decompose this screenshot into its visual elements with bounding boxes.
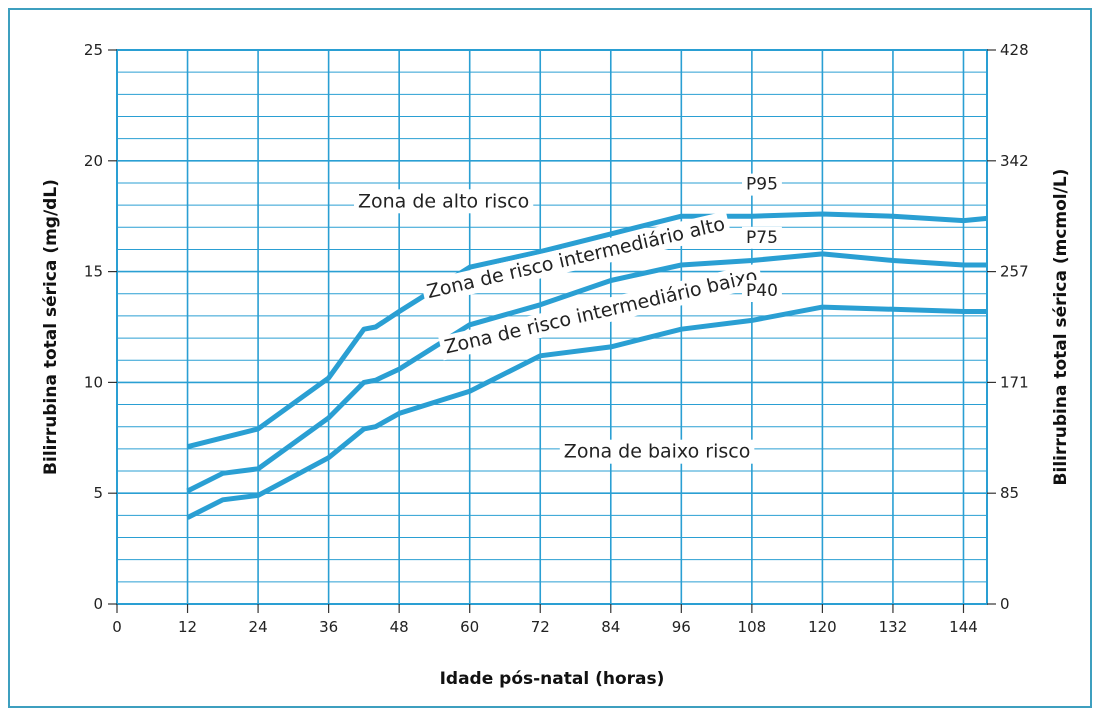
x-tick-label: 132 <box>879 618 908 636</box>
y2-tick-label: 428 <box>1000 41 1029 59</box>
x-tick-label: 12 <box>178 618 197 636</box>
zone-label: Zona de alto risco <box>358 190 529 212</box>
label-background <box>742 280 782 302</box>
curve-label: P40 <box>746 281 778 301</box>
series-line-p75 <box>186 251 987 494</box>
chart-frame <box>8 8 1092 708</box>
label-background <box>742 173 782 196</box>
series <box>186 211 988 520</box>
y2-tick-label: 0 <box>1000 595 1010 613</box>
y-tick-label: 5 <box>93 484 103 502</box>
x-tick-label: 120 <box>808 618 837 636</box>
y2-tick-label: 171 <box>1000 373 1029 391</box>
curve-label: P75 <box>746 228 778 248</box>
y-axis-title: Bilirrubina total sérica (mg/dL) <box>41 179 61 475</box>
annotation: Zona de baixo risco <box>559 439 755 464</box>
x-tick-label: 108 <box>738 618 767 636</box>
annotation: P75 <box>742 226 782 249</box>
label-background <box>559 439 755 464</box>
curve-label: P95 <box>746 175 778 195</box>
y2-tick-label: 85 <box>1000 484 1019 502</box>
zone-label: Zona de baixo risco <box>564 441 751 463</box>
y-tick-label: 20 <box>84 152 103 170</box>
y-tick-label: 10 <box>84 373 103 391</box>
series-line-p95 <box>186 211 988 450</box>
axes <box>108 49 996 613</box>
annotation: P95 <box>742 173 782 196</box>
annotation: Zona de alto risco <box>354 189 534 214</box>
x-tick-label: 36 <box>319 618 338 636</box>
x-tick-label: 0 <box>112 618 122 636</box>
x-tick-label: 96 <box>672 618 691 636</box>
plot-border <box>116 49 988 605</box>
x-tick-label: 144 <box>949 618 978 636</box>
label-background <box>354 189 534 214</box>
x-axis-title: Idade pós-natal (horas) <box>440 669 665 689</box>
y-tick-label: 0 <box>93 595 103 613</box>
y2-axis-title: Bilirrubina total sérica (mcmol/L) <box>1051 169 1071 486</box>
x-tick-label: 72 <box>531 618 550 636</box>
y-tick-label: 15 <box>84 263 103 281</box>
annotation: P40 <box>742 280 782 302</box>
x-tick-label: 84 <box>601 618 620 636</box>
y2-tick-label: 257 <box>1000 263 1029 281</box>
x-tick-label: 60 <box>460 618 479 636</box>
label-background <box>438 263 764 361</box>
series-line-p40 <box>186 304 987 520</box>
tick-labels: 0 12 24 36 48 60 72 84 96 108 120 132 144 0 5 10 15 20 25 0… <box>84 41 1029 636</box>
x-tick-label: 24 <box>249 618 268 636</box>
x-tick-label: 48 <box>390 618 409 636</box>
y-tick-label: 25 <box>84 41 103 59</box>
y2-tick-label: 342 <box>1000 152 1029 170</box>
label-background <box>742 226 782 249</box>
label-background <box>420 211 732 305</box>
